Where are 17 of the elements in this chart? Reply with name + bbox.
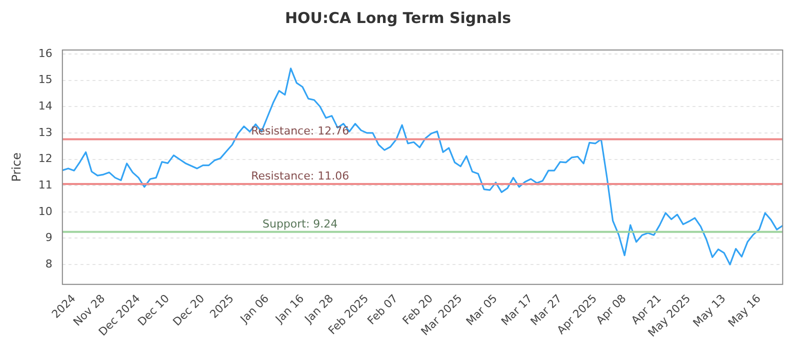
y-tick-label: 13 — [38, 126, 52, 139]
ref-line-label: Resistance: 11.06 — [251, 169, 350, 182]
y-tick-label: 14 — [38, 99, 52, 112]
x-tick-label: Mar 05 — [464, 292, 500, 328]
ref-line-label: Support: 9.24 — [262, 217, 338, 230]
y-tick-label: 9 — [45, 231, 52, 244]
y-tick-label: 15 — [38, 73, 52, 86]
y-axis-title: Price — [9, 152, 24, 182]
y-tick-label: 12 — [38, 152, 52, 166]
x-tick-label: Jan 06 — [237, 292, 272, 326]
y-tick-label: 10 — [38, 204, 52, 218]
x-tick-label: Dec 20 — [170, 292, 208, 329]
ref-line-label: Resistance: 12.76 — [251, 124, 350, 138]
y-tick-label: 8 — [45, 257, 52, 270]
chart-title: HOU:CA Long Term Signals — [284, 8, 512, 27]
y-tick-label: 16 — [38, 46, 52, 60]
y-tick-label: 11 — [38, 178, 52, 192]
